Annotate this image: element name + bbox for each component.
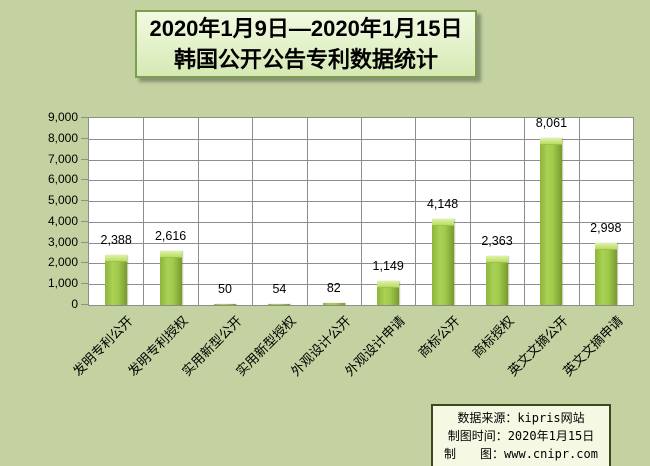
y-tick-mark <box>81 117 88 118</box>
bar-value-label: 82 <box>326 281 341 296</box>
bar-value-label: 2,363 <box>481 233 513 248</box>
bar <box>322 303 345 305</box>
y-tick-mark <box>81 179 88 181</box>
gridline-vertical <box>361 118 362 305</box>
bar-top-highlight <box>105 255 128 263</box>
chart-title: 2020年1月9日—2020年1月15日 韩国公开公告专利数据统计 <box>135 10 477 78</box>
y-tick-mark <box>81 158 88 160</box>
y-tick-label: 1,000 <box>47 276 78 291</box>
source-info-box: 数据来源：kipris网站 制图时间：2020年1月15日 制 图：www.cn… <box>431 404 611 466</box>
bar-value-label: 54 <box>272 281 287 296</box>
bar <box>486 255 508 305</box>
chart-title-line1: 2020年1月9日—2020年1月15日 <box>149 16 463 41</box>
chart-title-line2: 韩国公开公告专利数据统计 <box>173 47 438 72</box>
gridline-vertical <box>578 118 580 305</box>
data-source-line: 数据来源：kipris网站 <box>457 411 585 425</box>
bar-top-highlight <box>431 218 454 226</box>
y-tick-label: 5,000 <box>47 193 78 208</box>
bar <box>268 303 291 305</box>
bar <box>159 250 182 305</box>
y-tick-label: 4,000 <box>47 213 78 228</box>
bar <box>431 218 454 305</box>
y-tick-label: 3,000 <box>47 234 78 249</box>
bar <box>594 242 617 305</box>
bar-value-label: 50 <box>218 281 232 296</box>
bar-value-label: 2,998 <box>590 220 622 235</box>
y-tick-mark <box>81 262 88 264</box>
y-tick-mark <box>81 304 88 305</box>
gridline-vertical <box>306 118 308 305</box>
bar-value-label: 2,388 <box>100 233 132 248</box>
bar-top-highlight <box>486 255 508 263</box>
y-tick-label: 2,000 <box>47 255 78 270</box>
gridline-vertical <box>197 118 199 305</box>
gridline-vertical <box>143 118 145 305</box>
bar-top-highlight <box>540 137 563 145</box>
y-tick-label: 7,000 <box>47 151 78 166</box>
bar-top-highlight <box>594 242 617 250</box>
y-tick-mark <box>81 283 88 285</box>
bar-value-label: 8,061 <box>535 115 568 130</box>
y-tick-mark <box>81 137 88 139</box>
bar-value-label: 2,616 <box>154 228 187 243</box>
chart-author-line: 制 图：www.cnipr.com <box>444 447 598 461</box>
y-tick-label: 8,000 <box>47 130 78 145</box>
y-tick-label: 0 <box>71 297 78 311</box>
y-tick-mark <box>81 200 88 202</box>
chart-date-line: 制图时间：2020年1月15日 <box>447 429 595 443</box>
bar-top-highlight <box>159 250 182 258</box>
bar-value-label: 1,149 <box>372 259 404 274</box>
y-tick-label: 6,000 <box>47 172 78 187</box>
gridline-vertical <box>252 118 254 305</box>
gridline-vertical <box>469 118 471 305</box>
bar-value-label: 4,148 <box>426 196 459 211</box>
y-tick-label: 9,000 <box>47 110 78 124</box>
plot-area: 2,388 2,616 50 54 82 1,149 4,148 2,363 8,061 2,99… <box>88 115 634 306</box>
bar <box>540 137 563 305</box>
gridline-vertical <box>415 118 417 305</box>
gridline-vertical <box>524 118 526 305</box>
bar-top-highlight <box>377 281 400 289</box>
y-tick-mark <box>81 220 88 222</box>
y-tick-mark <box>81 241 88 243</box>
bar <box>377 281 400 305</box>
bar <box>105 255 128 305</box>
bar <box>214 303 236 305</box>
